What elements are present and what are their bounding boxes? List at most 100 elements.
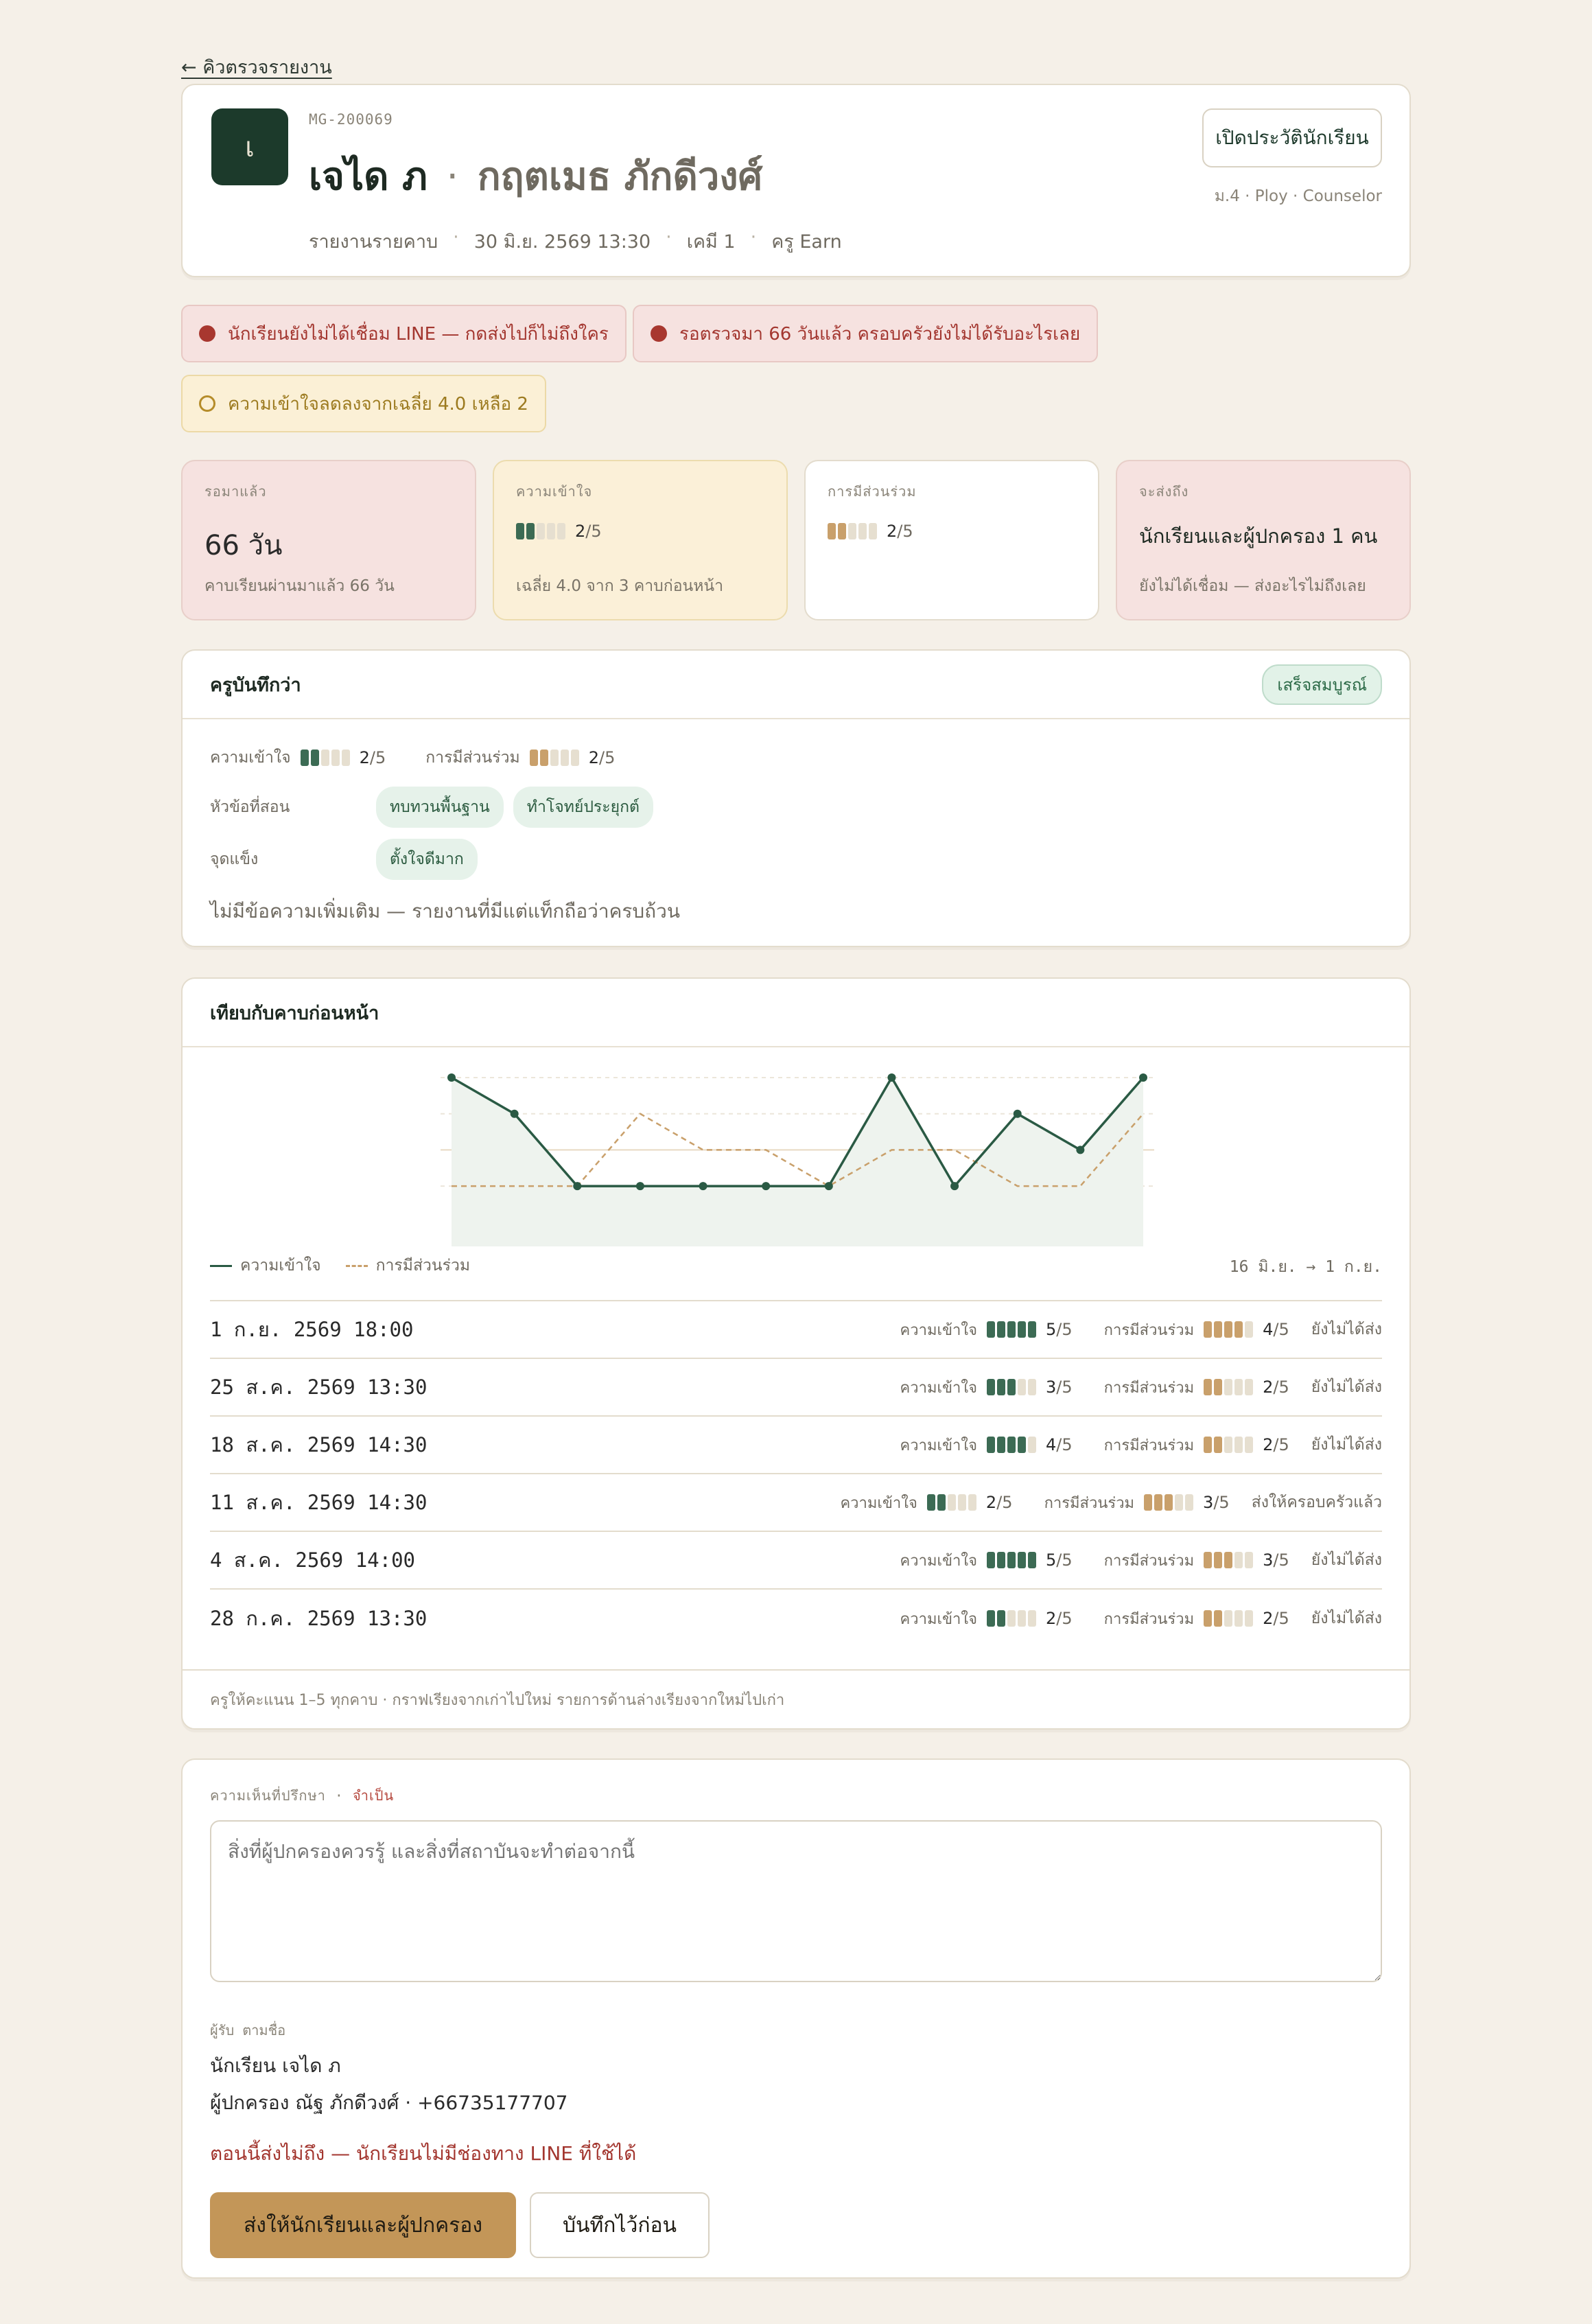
understanding-point (887, 1073, 896, 1082)
section-title: ครูบันทึกว่า (210, 674, 301, 696)
report-meta: รายงานรายคาบ · 30 มิ.ย. 2569 13:30 · เคม… (309, 226, 842, 256)
alert-understanding-drop: ความเข้าใจลดลงจากเฉลี่ย 4.0 เหลือ 2 (181, 375, 546, 432)
row-understanding-score: 2/5 (1046, 1609, 1073, 1628)
student-header-card: เ MG-200069 เจได ภ · กฤตเมธ ภักดีวงศ์ รา… (181, 84, 1411, 277)
row-participation-label: การมีส่วนร่วม (1103, 1379, 1195, 1397)
avatar: เ (211, 108, 288, 185)
rating-bars (1204, 1321, 1254, 1338)
rating-bars (1144, 1494, 1194, 1511)
meta-separator: · (750, 226, 757, 248)
report-datetime: 30 มิ.ย. 2569 13:30 (473, 231, 651, 253)
understanding-point (635, 1182, 644, 1191)
row-understanding-score: 5/5 (1046, 1320, 1073, 1339)
comment-textarea[interactable] (210, 1820, 1382, 1982)
understanding-line (451, 1075, 1145, 1189)
stat-sub: เฉลี่ย 4.0 จาก 3 คาบก่อนหน้า (516, 577, 724, 595)
row-send-status: ยังไม่ได้ส่ง (1311, 1321, 1382, 1338)
row-send-status: ยังไม่ได้ส่ง (1311, 1378, 1382, 1396)
history-row[interactable]: 1 ก.ย. 2569 18:00 ความเข้าใจ 5/5 การมีส่วนร… (210, 1301, 1382, 1359)
understanding-point (510, 1109, 519, 1118)
alert-text: ความเข้าใจลดลงจากเฉลี่ย 4.0 เหลือ 2 (228, 393, 528, 415)
legend-line-dashed (345, 1264, 368, 1267)
row-understanding-score: 2/5 (985, 1493, 1013, 1512)
strengths-label: จุดแข็ง (210, 850, 259, 868)
legend-participation: การมีส่วนร่วม (375, 1257, 471, 1275)
understanding-point (699, 1182, 707, 1191)
understanding-area (452, 1078, 1143, 1246)
row-ratings: ความเข้าใจ 2/5 การมีส่วนร่วม 2/5 ยังไม่ได้ส่… (900, 1606, 1382, 1631)
rating: 2/5 (516, 522, 764, 541)
row-understanding-label: ความเข้าใจ (900, 1552, 978, 1570)
stat-recipients: จะส่งถึง นักเรียนและผู้ปกครอง 1 คน ยังไม… (1116, 460, 1411, 620)
rating-bars (1204, 1610, 1254, 1627)
alert-text: นักเรียนยังไม่ได้เชื่อม LINE — กดส่งไปก็… (228, 323, 609, 345)
send-to-student-and-parent-button[interactable]: ส่งให้นักเรียนและผู้ปกครอง (210, 2192, 516, 2258)
history-row[interactable]: 28 ก.ค. 2569 13:30 ความเข้าใจ 2/5 การมีส่วน… (210, 1590, 1382, 1647)
row-understanding-label: ความเข้าใจ (840, 1494, 917, 1512)
row-understanding-score: 5/5 (1046, 1550, 1073, 1570)
history-row[interactable]: 18 ส.ค. 2569 14:30 ความเข้าใจ 4/5 การมีส่วน… (210, 1417, 1382, 1474)
history-row[interactable]: 11 ส.ค. 2569 14:30 ความเข้าใจ 2/5 การมีส่วน… (210, 1474, 1382, 1532)
danger-dot-icon (199, 325, 215, 342)
warning-ring-icon (199, 395, 215, 412)
row-understanding-label: ความเข้าใจ (900, 1379, 978, 1397)
history-row[interactable]: 4 ส.ค. 2569 14:00 ความเข้าใจ 5/5 การมีส่วนร… (210, 1532, 1382, 1590)
alert-text: รอตรวจมา 66 วันแล้ว ครอบครัวยังไม่ได้รับ… (679, 323, 1081, 345)
required-marker: จำเป็น (353, 1787, 395, 1804)
topics-row: หัวข้อที่สอน ทบทวนพื้นฐาน ทำโจทย์ประยุกต… (210, 787, 663, 828)
row-understanding-label: ความเข้าใจ (900, 1321, 978, 1339)
student-id: MG-200069 (309, 111, 393, 128)
chart-legend: ความเข้าใจ การมีส่วนร่วม (210, 1253, 470, 1278)
rating-bars (987, 1437, 1037, 1453)
understanding-point (573, 1182, 582, 1191)
meta-separator: · (666, 226, 672, 248)
rating-score: 2/5 (359, 748, 386, 767)
section-header: ครูบันทึกว่า เสร็จสมบูรณ์ (183, 651, 1409, 719)
name-separator: · (446, 154, 459, 199)
teacher-message: ไม่มีข้อความเพิ่มเติม — รายงานที่มีแต่แท… (210, 900, 680, 922)
row-participation-label: การมีส่วนร่วม (1103, 1437, 1195, 1454)
delivery-warning: ตอนนี้ส่งไม่ถึง — นักเรียนไม่มีช่องทาง L… (210, 2142, 637, 2165)
report-subject: เคมี 1 (686, 231, 736, 253)
compare-footnote: ครูให้คะแนน 1–5 ทุกคาบ · กราฟเรียงจากเก่… (183, 1669, 1409, 1728)
stat-participation: การมีส่วนร่วม 2/5 (804, 460, 1099, 620)
rating-bars (987, 1552, 1037, 1568)
rating-bars (987, 1610, 1037, 1627)
report-teacher: ครู Earn (771, 231, 842, 253)
row-date: 4 ส.ค. 2569 14:00 (210, 1548, 415, 1572)
row-date: 18 ส.ค. 2569 14:30 (210, 1433, 428, 1456)
understanding-label: ความเข้าใจ (210, 749, 291, 767)
student-name: เจได ภ · กฤตเมธ ภักดีวงศ์ (309, 146, 762, 207)
stat-label: การมีส่วนร่วม (828, 483, 917, 500)
alert-waiting-days: รอตรวจมา 66 วันแล้ว ครอบครัวยังไม่ได้รับ… (633, 305, 1099, 362)
row-send-status: ยังไม่ได้ส่ง (1311, 1551, 1382, 1569)
section-header: เทียบกับคาบก่อนหน้า (183, 979, 1409, 1047)
save-draft-button[interactable]: บันทึกไว้ก่อน (530, 2192, 710, 2258)
open-student-history-button[interactable]: เปิดประวัตินักเรียน (1202, 108, 1382, 167)
row-understanding-score: 3/5 (1046, 1378, 1073, 1397)
row-ratings: ความเข้าใจ 5/5 การมีส่วนร่วม 3/5 ยังไม่ได้ส่… (900, 1548, 1382, 1572)
stat-understanding: ความเข้าใจ 2/5 เฉลี่ย 4.0 จาก 3 คาบก่อนห… (493, 460, 788, 620)
row-participation-label: การมีส่วนร่วม (1103, 1321, 1195, 1339)
comment-card: ความเห็นที่ปรึกษา · จำเป็น ผู้รับ ตามชื่… (181, 1758, 1411, 2279)
danger-dot-icon (651, 325, 667, 342)
history-row[interactable]: 25 ส.ค. 2569 13:30 ความเข้าใจ 3/5 การมีส่วน… (210, 1359, 1382, 1417)
teacher-ratings: ความเข้าใจ 2/5 การมีส่วนร่วม 2/5 (210, 745, 615, 770)
row-send-status: ส่งให้ครอบครัวแล้ว (1251, 1494, 1382, 1511)
rating-score: 2/5 (588, 748, 616, 767)
teacher-note-card: ครูบันทึกว่า เสร็จสมบูรณ์ ความเข้าใจ 2/5… (181, 649, 1411, 947)
rating-score: 2/5 (887, 522, 913, 541)
row-participation-score: 2/5 (1263, 1378, 1289, 1397)
rating-bars (529, 750, 579, 766)
compare-card: เทียบกับคาบก่อนหน้า ความเข้าใจ การมีส่วน… (181, 977, 1411, 1730)
stat-label: รอมาแล้ว (204, 483, 267, 500)
row-understanding-score: 4/5 (1046, 1435, 1073, 1454)
row-ratings: ความเข้าใจ 2/5 การมีส่วนร่วม 3/5 ส่งให้ครอบค… (840, 1490, 1382, 1515)
row-date: 25 ส.ค. 2569 13:30 (210, 1375, 428, 1399)
row-participation-label: การมีส่วนร่วม (1103, 1552, 1195, 1570)
first-name: เจได ภ (309, 154, 428, 199)
row-date: 28 ก.ค. 2569 13:30 (210, 1607, 428, 1630)
strength-tag: ตั้งใจดีมาก (376, 839, 478, 880)
stat-waiting: รอมาแล้ว 66 วัน คาบเรียนผ่านมาแล้ว 66 วั… (181, 460, 476, 620)
back-link[interactable]: ← คิวตรวจรายงาน (181, 57, 332, 78)
